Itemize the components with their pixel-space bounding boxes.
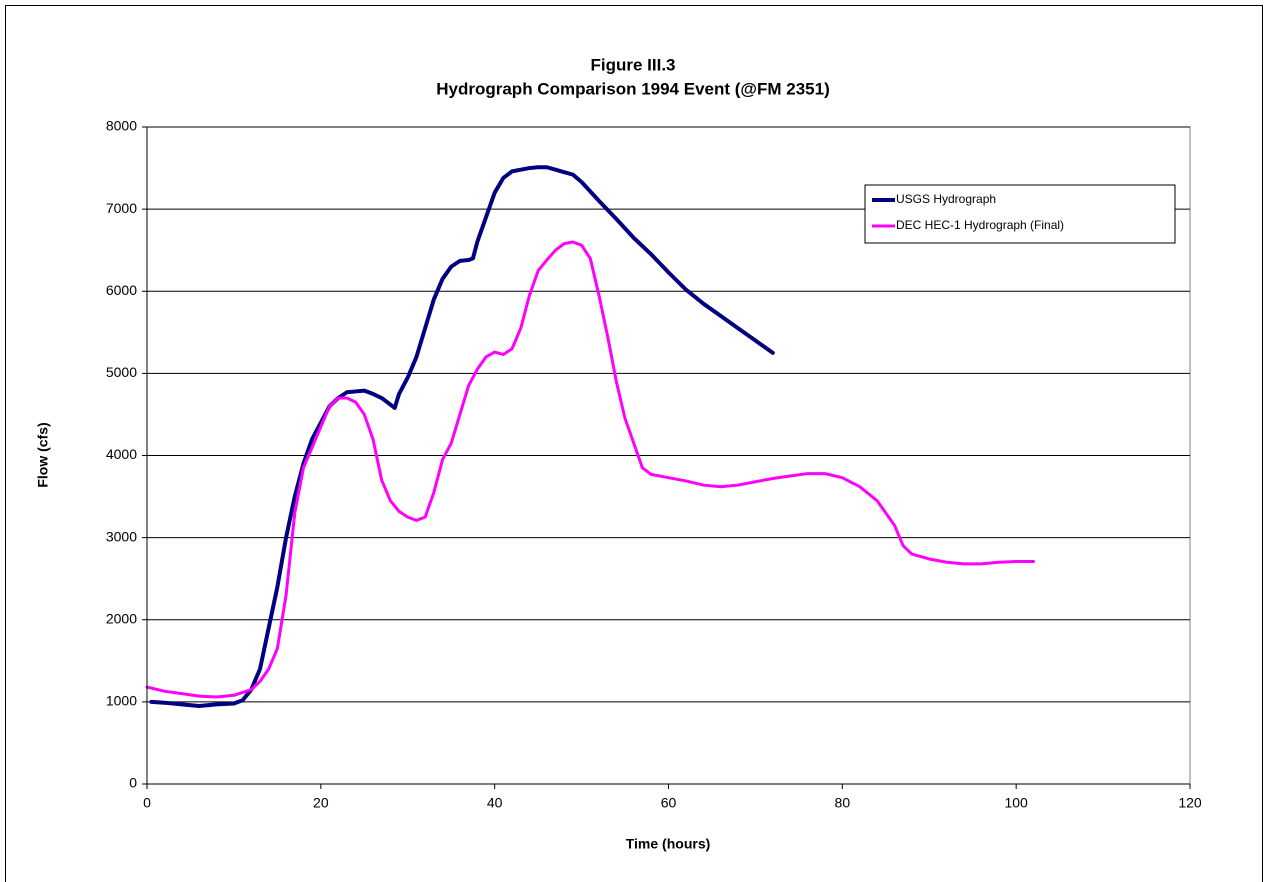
legend: USGS Hydrograph DEC HEC-1 Hydrograph (Fin…	[864, 184, 1176, 244]
x-tick-label: 80	[835, 795, 851, 811]
chart-subtitle: Hydrograph Comparison 1994 Event (@FM 23…	[436, 79, 830, 98]
series-line	[145, 240, 1036, 699]
x-tick-label: 20	[313, 795, 329, 811]
y-tick-label: 2000	[106, 610, 137, 626]
x-tick-label: 60	[661, 795, 677, 811]
y-tick-label: 4000	[106, 446, 137, 462]
plot-lines	[145, 165, 1036, 708]
y-axis-label: Flow (cfs)	[35, 422, 51, 487]
x-tick-label: 100	[1004, 795, 1028, 811]
chart-title: Figure III.3	[590, 55, 675, 74]
chart-frame	[5, 5, 1263, 882]
axes: 0 1000 2000 3000 4000 5000 6000 7000 8000 0 20 40 60…	[106, 118, 1202, 811]
legend-label: DEC HEC-1 Hydrograph (Final)	[896, 218, 1064, 232]
y-tick-label: 8000	[106, 118, 137, 134]
series-line	[149, 165, 775, 708]
y-tick-label: 1000	[106, 693, 137, 709]
legend-box	[864, 184, 1176, 244]
y-tick-label: 7000	[106, 200, 137, 216]
y-tick-label: 5000	[106, 364, 137, 380]
x-axis-label: Time (hours)	[626, 836, 711, 852]
y-tick-label: 6000	[106, 282, 137, 298]
y-tick-label: 0	[129, 775, 137, 791]
y-tick-label: 3000	[106, 528, 137, 544]
x-tick-label: 0	[143, 795, 151, 811]
legend-label: USGS Hydrograph	[896, 192, 996, 206]
x-tick-label: 40	[487, 795, 503, 811]
x-tick-label: 120	[1178, 795, 1202, 811]
